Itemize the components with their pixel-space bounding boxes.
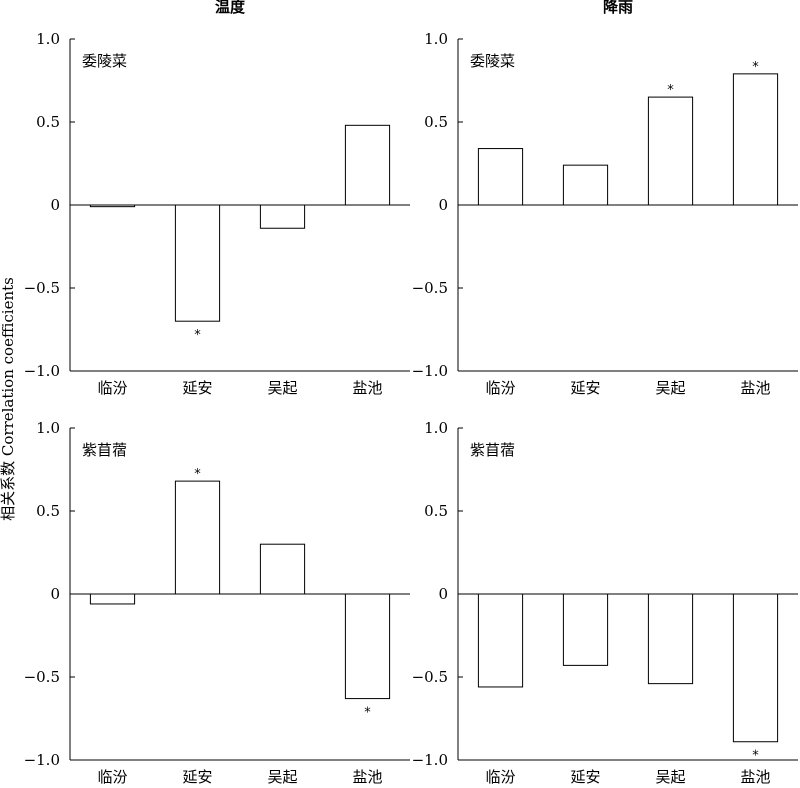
panel-species-label: 委陵菜 [470,52,515,70]
x-category-label: 盐池 [740,379,770,397]
bar-吴起 [259,204,306,229]
x-category-label: 临汾 [485,379,515,397]
bar-延安 [562,593,609,666]
x-category-label: 盐池 [740,768,770,786]
panel-3: 1.0 0.5 0 −0.5 −1.0 临汾 * 延安 吴起 * 盐池 紫苜蓿 [24,419,410,786]
bar-临汾 [89,593,136,605]
y-tick-label: −1.0 [24,362,60,380]
bar-盐池 [732,593,779,743]
bar-吴起 [259,543,306,595]
y-tick-label: 1.0 [36,419,60,437]
panel-4: 1.0 0.5 0 −0.5 −1.0 临汾 延安 吴起 * 盐池 紫苜蓿 [412,419,798,786]
y-tick-label: 0.5 [424,502,448,520]
y-tick-label: 0.5 [36,502,60,520]
x-category-label: 临汾 [97,768,127,786]
y-tick-label: −1.0 [412,362,448,380]
bar-盐池 [344,124,391,206]
x-category-label: 临汾 [485,768,515,786]
bar-临汾 [477,593,524,688]
y-tick-label: −0.5 [412,279,448,297]
bar-吴起 [647,96,694,206]
y-tick-label: −1.0 [412,751,448,769]
significance-marker: * [752,60,759,75]
panel-1: 1.0 0.5 0 −0.5 −1.0 临汾 * 延安 吴起 盐池 委陵菜 [24,30,410,397]
y-tick-label: 1.0 [36,30,60,48]
x-category-label: 吴起 [267,768,297,786]
y-tick-label: 0.5 [424,113,448,131]
column-title-temperature: 温度 [215,0,246,16]
bar-临汾 [477,148,524,206]
y-tick-label: 0 [438,585,448,603]
bar-盐池 [344,593,391,700]
bar-吴起 [647,593,694,685]
panel-2: 1.0 0.5 0 −0.5 −1.0 临汾 延安 * 吴起 * 盐池 委陵菜 [412,30,798,397]
y-tick-label: 0 [438,196,448,214]
x-category-label: 延安 [182,379,212,397]
x-category-label: 盐池 [352,768,382,786]
y-tick-label: 0 [50,585,60,603]
bar-延安 [562,164,609,206]
y-tick-label: 1.0 [424,30,448,48]
y-tick-label: 0 [50,196,60,214]
x-category-label: 延安 [182,768,212,786]
chart-panels: 1.00.50−0.5−1.0临汾*延安 吴起 盐池委陵菜1.00.50−0.5−1… [24,30,798,786]
x-category-label: 吴起 [655,768,685,786]
significance-marker: * [364,706,371,721]
y-tick-label: −1.0 [24,751,60,769]
panel-species-label: 紫苜蓿 [470,441,515,459]
panel-species-label: 紫苜蓿 [82,441,127,459]
x-category-label: 延安 [570,768,600,786]
x-category-label: 吴起 [655,379,685,397]
bar-盐池 [732,73,779,206]
y-axis-label: 相关系数 Correlation coefficients [0,277,17,521]
x-category-label: 盐池 [352,379,382,397]
y-tick-label: −0.5 [24,279,60,297]
significance-marker: * [194,467,201,482]
panel-species-label: 委陵菜 [82,52,127,70]
y-tick-label: −0.5 [24,668,60,686]
bar-延安 [174,204,221,322]
bar-临汾 [89,204,136,208]
bar-延安 [174,480,221,595]
x-category-label: 延安 [570,379,600,397]
y-tick-label: −0.5 [412,668,448,686]
y-tick-label: 0.5 [36,113,60,131]
column-title-rainfall: 降雨 [603,0,633,16]
x-category-label: 临汾 [97,379,127,397]
x-category-label: 吴起 [267,379,297,397]
y-tick-label: 1.0 [424,419,448,437]
significance-marker: * [194,328,201,343]
significance-marker: * [752,749,759,764]
significance-marker: * [667,83,674,98]
